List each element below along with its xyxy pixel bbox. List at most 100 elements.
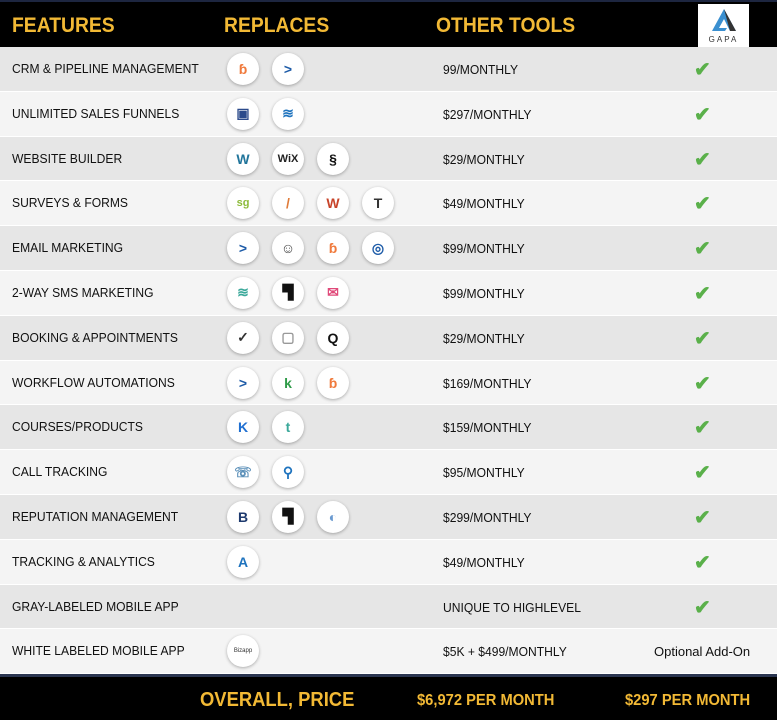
keap-icon: k xyxy=(272,366,304,399)
replaced-tools: ☏ ⚲ xyxy=(227,456,304,489)
table-row: REPUTATION MANAGEMENT B ▜ ◐ $299/MONTHLY ✔ xyxy=(0,494,777,540)
wordpress-icon: W xyxy=(227,142,259,175)
feature-name: GRAY-LABELED MOBILE APP xyxy=(12,598,179,614)
table-row: UNLIMITED SALES FUNNELS ▣ ≋ $297/MONTHLY ✔ xyxy=(0,91,777,137)
other-tools-price: $159/MONTHLY xyxy=(443,420,532,436)
other-tools-price: $169/MONTHLY xyxy=(443,375,532,391)
other-tools-price: $29/MONTHLY xyxy=(443,151,525,167)
acuity-icon: Q xyxy=(317,321,349,354)
wix-icon: WiX xyxy=(272,142,304,175)
activecampaign-icon: > xyxy=(227,366,259,399)
analytics-icon: A xyxy=(227,545,259,578)
other-tools-price: UNIQUE TO HIGHLEVEL xyxy=(443,599,581,615)
kajabi-icon: K xyxy=(227,411,259,444)
feature-name: WHITE LABELED MOBILE APP xyxy=(12,643,185,659)
replaced-tools: W WiX § xyxy=(227,142,349,175)
feature-name: SURVEYS & FORMS xyxy=(12,195,129,211)
replaced-tools: sg / W T xyxy=(227,187,394,220)
table-header: FEATURES REPLACES OTHER TOOLS GAPA xyxy=(0,0,777,47)
feature-name: CALL TRACKING xyxy=(12,464,108,480)
business-app-icon: Bizapp xyxy=(227,635,259,668)
check-icon: ✔ xyxy=(694,596,711,619)
feature-name: COURSES/PRODUCTS xyxy=(12,419,143,435)
check-icon: ✔ xyxy=(694,506,711,529)
wufoo-icon: W xyxy=(317,187,349,220)
overall-price-label: OVERALL, PRICE xyxy=(200,689,355,712)
table-row: GRAY-LABELED MOBILE APP UNIQUE TO HIGHLEV… xyxy=(0,584,777,630)
comparison-table: CRM & PIPELINE MANAGEMENT ɓ >99/MONTHLY ✔ UN… xyxy=(0,47,777,675)
gapa-total: $297 PER MONTH xyxy=(625,692,751,710)
other-tools-price: $299/MONTHLY xyxy=(443,509,532,525)
feature-name: WORKFLOW AUTOMATIONS xyxy=(12,374,175,390)
other-tools-price: 99/MONTHLY xyxy=(443,62,519,77)
podium-icon: ◐ xyxy=(317,500,349,533)
check-icon: ✔ xyxy=(694,193,711,216)
other-tools-price: $99/MONTHLY xyxy=(443,285,525,301)
activecampaign-icon: > xyxy=(227,232,259,265)
replaced-tools: ✓ ▢ Q xyxy=(227,321,349,354)
table-row: WHITE LABELED MOBILE APP Bizapp $5K + $499… xyxy=(0,629,777,675)
callrail-icon: ☏ xyxy=(227,456,259,489)
table-row: EMAIL MARKETING > ☺ ɓ ◎ $99/MONTHLY ✔ xyxy=(0,226,777,271)
replaced-tools: Bizapp xyxy=(227,635,259,668)
layers-icon: ≋ xyxy=(227,276,259,309)
other-tools-price: $49/MONTHLY xyxy=(443,196,525,212)
gapa-logo: GAPA xyxy=(698,4,749,47)
check-icon: ✔ xyxy=(694,327,711,350)
teachable-icon: t xyxy=(272,411,304,444)
header-features: FEATURES xyxy=(12,14,115,37)
check-icon: ✔ xyxy=(694,551,711,574)
check-icon: ✔ xyxy=(694,372,711,395)
feature-name: REPUTATION MANAGEMENT xyxy=(12,508,179,524)
table-row: BOOKING & APPOINTMENTS ✓ ▢ Q $29/MONTHLY ✔ xyxy=(0,315,777,361)
check-icon: ✔ xyxy=(694,282,711,305)
check-icon: ✔ xyxy=(694,103,711,126)
replaced-tools: ▣ ≋ xyxy=(227,97,304,130)
envelope-icon: ✉ xyxy=(317,276,349,309)
table-row: WEBSITE BUILDER W WiX § $29/MONTHLY ✔ xyxy=(0,136,777,182)
check-icon: ✔ xyxy=(694,462,711,485)
check-icon: ✔ xyxy=(694,148,711,171)
feature-name: BOOKING & APPOINTMENTS xyxy=(12,329,178,345)
feature-name: 2-WAY SMS MARKETING xyxy=(12,284,154,300)
table-row: WORKFLOW AUTOMATIONS > k ɓ $169/MONTHLY ✔ xyxy=(0,360,777,406)
layers-icon: ≋ xyxy=(272,97,304,130)
other-tools-price: $49/MONTHLY xyxy=(443,554,525,570)
other-tools-price: $99/MONTHLY xyxy=(443,241,525,257)
activecampaign-icon: > xyxy=(272,53,304,85)
clickfunnels-icon: ▣ xyxy=(227,97,259,130)
mailchimp-icon: ☺ xyxy=(272,232,304,265)
other-tools-price: $29/MONTHLY xyxy=(443,330,525,346)
birdeye-icon: B xyxy=(227,500,259,533)
constant-contact-icon: ◎ xyxy=(362,232,394,265)
table-footer: OVERALL, PRICE $6,972 PER MONTH $297 PER… xyxy=(0,674,777,720)
surveygizmo-icon: sg xyxy=(227,187,259,220)
replaced-tools: ɓ > xyxy=(227,53,304,85)
feature-name: EMAIL MARKETING xyxy=(12,240,124,256)
feature-name: CRM & PIPELINE MANAGEMENT xyxy=(12,61,199,76)
header-other-tools: OTHER TOOLS xyxy=(436,14,576,37)
hubspot-icon: ɓ xyxy=(317,366,349,399)
flag-icon: ▜ xyxy=(272,276,304,309)
other-tools-total: $6,972 PER MONTH xyxy=(417,692,555,710)
check-icon: ✔ xyxy=(694,59,711,81)
table-row: SURVEYS & FORMS sg / W T $49/MONTHLY ✔ xyxy=(0,181,777,227)
feature-name: TRACKING & ANALYTICS xyxy=(12,553,155,569)
feature-name: UNLIMITED SALES FUNNELS xyxy=(12,105,180,121)
hubspot-icon: ɓ xyxy=(227,53,259,85)
replaced-tools: > ☺ ɓ ◎ xyxy=(227,232,394,265)
other-tools-price: $5K + $499/MONTHLY xyxy=(443,644,567,660)
jotform-icon: / xyxy=(272,187,304,220)
calendar-icon: ▢ xyxy=(272,321,304,354)
check-icon: ✔ xyxy=(694,238,711,261)
check-icon: ✔ xyxy=(694,417,711,440)
header-replaces: REPLACES xyxy=(224,14,330,37)
flag-icon: ▜ xyxy=(272,500,304,533)
calendly-icon: ✓ xyxy=(227,321,259,354)
other-tools-price: $95/MONTHLY xyxy=(443,465,525,481)
table-row: 2-WAY SMS MARKETING ≋ ▜ ✉ $99/MONTHLY ✔ xyxy=(0,270,777,316)
replaced-tools: B ▜ ◐ xyxy=(227,500,349,533)
squarespace-icon: § xyxy=(317,142,349,175)
